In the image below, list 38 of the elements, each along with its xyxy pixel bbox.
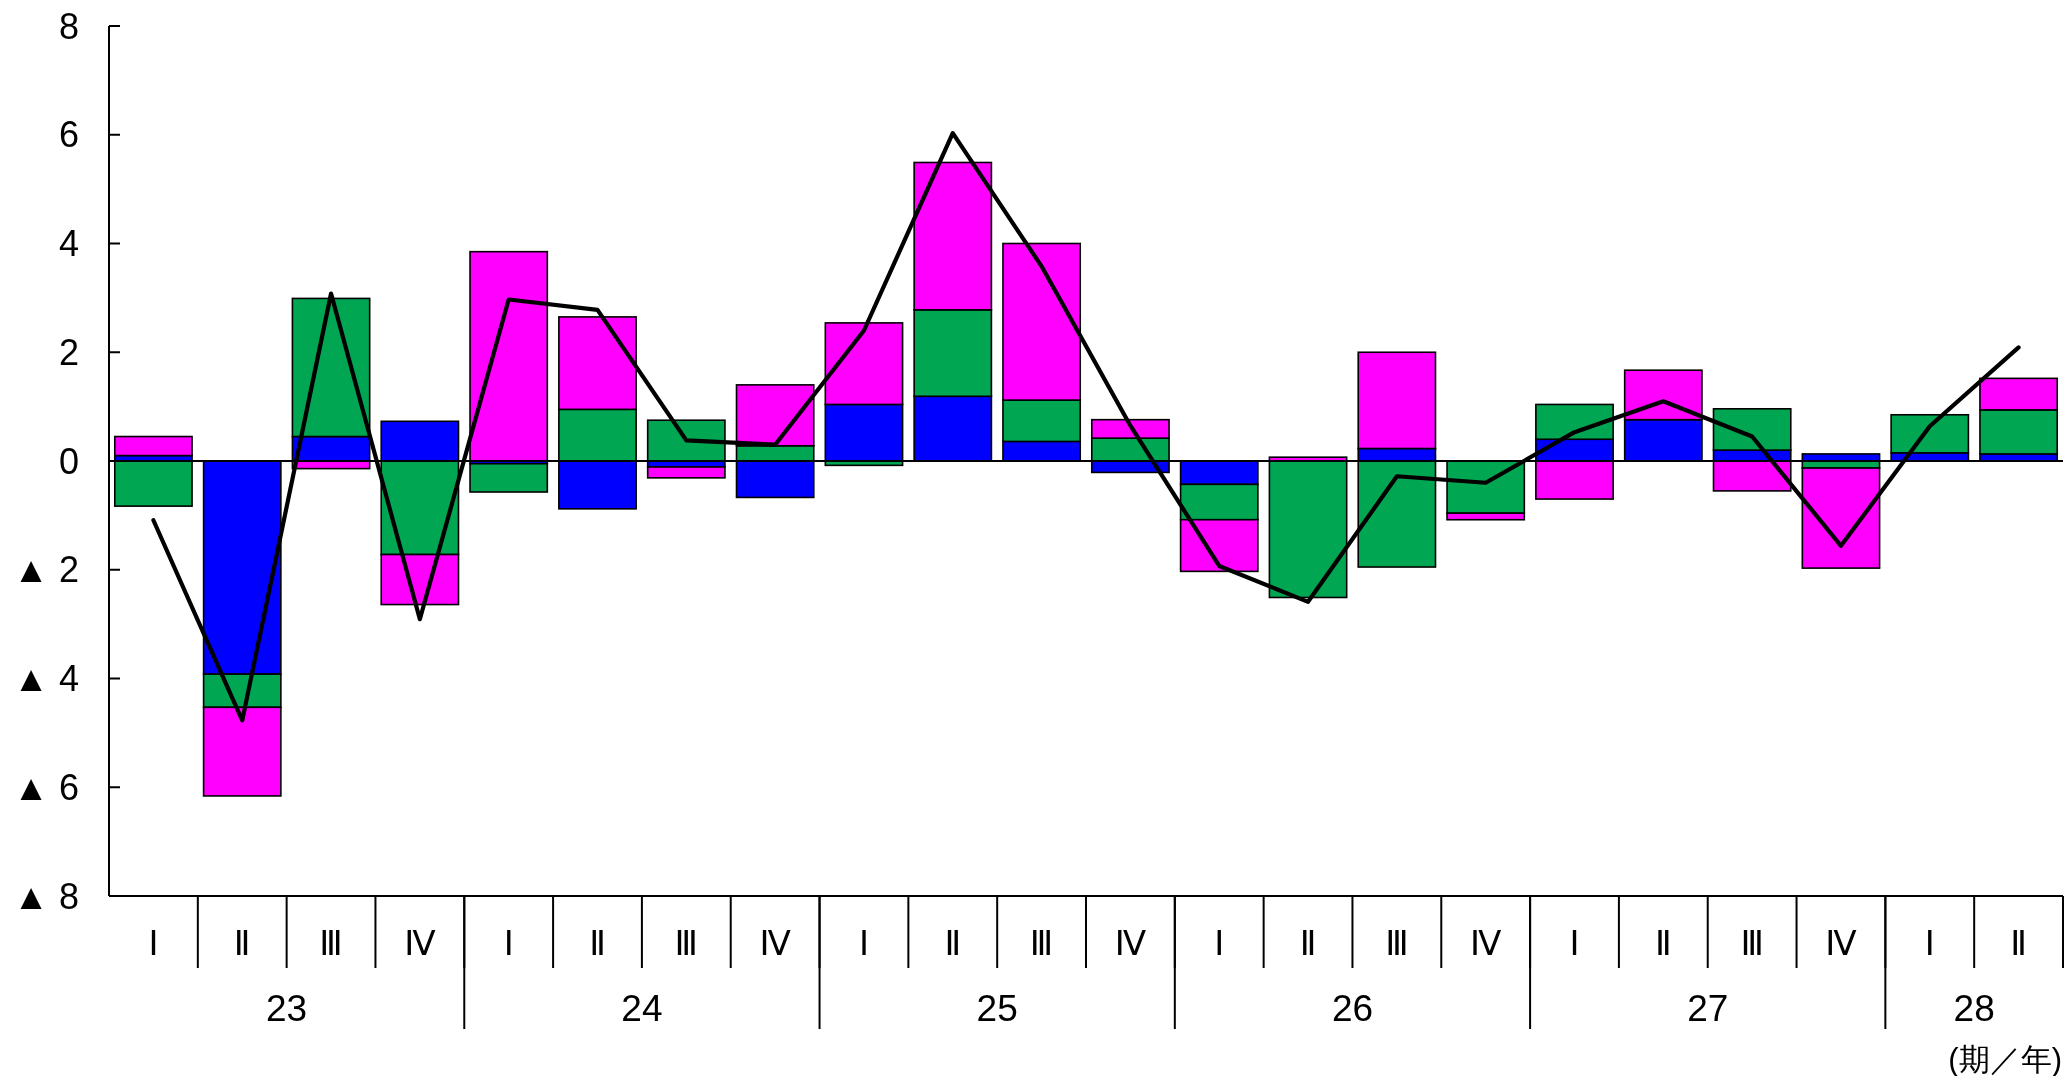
x-tick: Ⅰ: [1214, 923, 1225, 962]
x-tick: Ⅲ: [1740, 923, 1764, 962]
x-tick: Ⅳ: [1825, 923, 1857, 962]
x-tick: Ⅱ: [1299, 923, 1317, 962]
y-tick: 2: [58, 331, 79, 373]
y-tick: ▲ 2: [13, 549, 79, 591]
x-tick: Ⅱ: [589, 923, 606, 962]
y-tick: ▲ 6: [13, 766, 79, 808]
y-tick: 0: [58, 440, 79, 482]
y-tick: ▲ 4: [13, 658, 79, 700]
x-tick: Ⅰ: [858, 923, 869, 962]
y-tick: ▲ 8: [13, 875, 79, 917]
x-tick: Ⅰ: [1924, 923, 1935, 962]
x-tick: Ⅳ: [759, 923, 791, 962]
y-tick: 8: [58, 5, 79, 47]
x-tick: Ⅰ: [1569, 923, 1580, 962]
group-label: 27: [1687, 987, 1729, 1029]
x-tick: Ⅰ: [148, 923, 159, 962]
x-tick: Ⅱ: [233, 923, 251, 962]
group-label: 25: [976, 987, 1018, 1029]
group-label: 28: [1953, 987, 1995, 1029]
x-tick: Ⅱ: [2010, 923, 2027, 962]
group-label: 23: [266, 987, 308, 1029]
xlabel: (期／年): [1948, 1041, 2062, 1076]
x-tick: Ⅲ: [319, 923, 343, 962]
x-tick: Ⅳ: [1114, 923, 1147, 962]
x-tick: Ⅰ: [503, 923, 514, 962]
x-tick: Ⅳ: [1470, 923, 1502, 962]
x-tick: Ⅲ: [674, 923, 699, 962]
x-tick: Ⅱ: [1654, 923, 1672, 962]
y-tick: 4: [58, 223, 79, 265]
group-label: 24: [621, 987, 663, 1029]
x-tick: Ⅳ: [404, 923, 436, 962]
group-label: 26: [1331, 987, 1374, 1029]
y-tick: 6: [58, 114, 79, 156]
x-tick: Ⅲ: [1385, 923, 1409, 962]
x-tick: Ⅲ: [1029, 923, 1054, 962]
x-tick: Ⅱ: [944, 923, 962, 962]
